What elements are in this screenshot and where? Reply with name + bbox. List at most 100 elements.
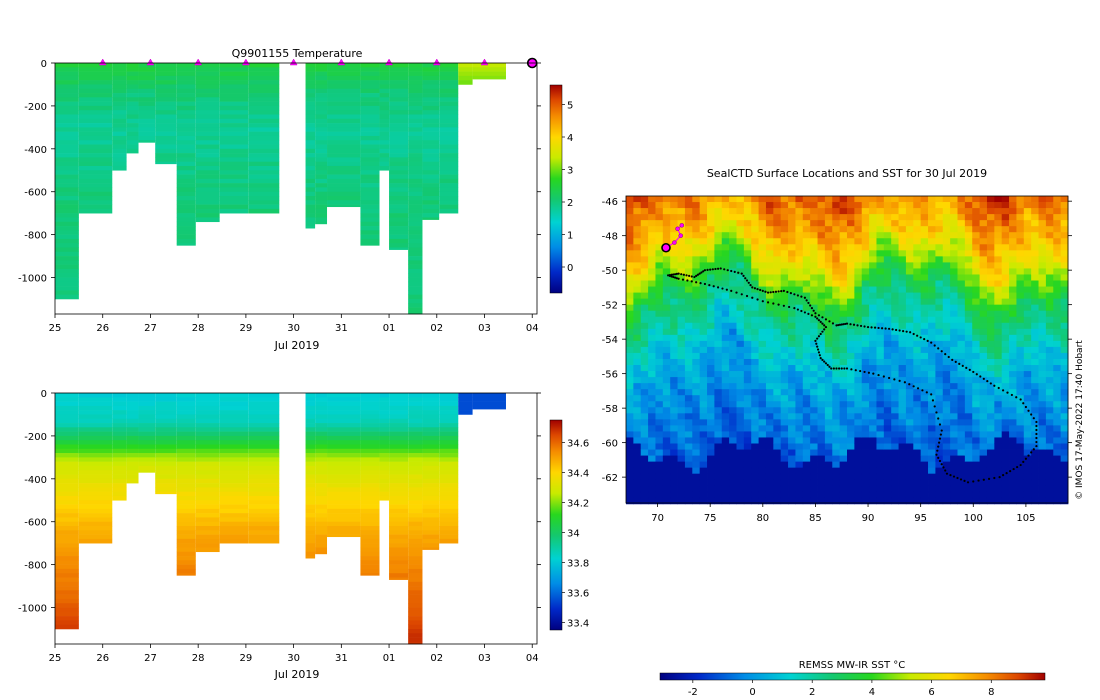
track-point [902,330,905,333]
sst-cell [640,304,649,312]
sst-cell [751,256,759,263]
sst-cell [957,280,966,287]
sst-cell [736,437,745,444]
sst-cell [986,455,995,463]
profile-cell [422,101,440,107]
sst-cell [1038,250,1047,257]
sst-cell [972,467,980,475]
colorbar-tick-label: 33.8 [567,559,589,570]
sst-cell [1038,244,1047,251]
sst-cell [986,497,995,505]
profile-cell [422,397,440,402]
sst-cell [758,286,767,293]
sst-cell [633,377,642,384]
sst-cell [729,220,737,227]
profile-cell [305,435,316,441]
sst-cell [979,401,988,408]
profile-cell [138,71,156,77]
profile-cell [408,517,423,523]
sst-cell [898,250,907,257]
sst-cell [788,497,796,505]
sst-cell [699,286,708,293]
track-point [895,328,898,332]
sst-cell [751,346,759,354]
profile-cell [408,294,423,300]
sst-cell [883,455,892,463]
sst-cell [876,316,885,324]
sst-cell [964,334,973,342]
sst-cell [832,286,841,293]
sst-cell [832,232,841,239]
sst-cell [677,383,686,390]
sst-cell [1023,401,1032,408]
profile-cell [422,483,440,488]
sst-cell [928,262,936,269]
sst-cell [905,352,914,360]
sst-cell [876,304,885,312]
track-point [997,386,1000,390]
profile-cell [78,427,113,432]
profile-cell [439,88,459,94]
sst-cell [788,365,796,372]
sst-cell [839,352,848,360]
sst-cell [832,292,841,300]
sst-cell [1009,346,1017,354]
sst-cell [707,455,715,463]
sst-cell [950,268,958,275]
sst-cell [935,214,944,221]
profile-cell [315,440,328,445]
sst-cell [854,358,863,366]
sst-cell [832,238,841,245]
profile-cell [315,71,328,77]
profile-cell [248,534,280,540]
track-point [1015,396,1018,399]
sst-cell [1016,214,1025,221]
sst-cell [920,425,929,432]
track-point [933,344,936,347]
profile-cell [176,196,196,201]
sst-cell [626,292,634,300]
sst-cell [913,202,922,209]
profile-cell [408,67,423,72]
sst-cell [869,244,877,251]
sst-cell [1045,383,1054,390]
sst-cell [832,328,841,336]
profile-cell [360,93,380,98]
sst-cell [861,352,870,360]
sst-cell [1031,232,1039,239]
track-point [954,360,957,363]
profile-cell [408,105,423,111]
sst-cell [684,262,693,269]
sst-cell [824,413,833,420]
sst-cell [905,461,914,469]
sst-cell [633,371,642,378]
sst-cell [883,256,892,263]
track-point [823,324,826,327]
sst-cell [729,389,737,396]
profile-cell [408,238,423,244]
sst-cell [810,328,818,336]
profile-cell [327,508,361,514]
sst-cell [640,286,649,293]
sst-cell [721,334,730,342]
profile-cell [112,110,127,115]
sst-cell [670,316,678,324]
sst-cell [1001,262,1010,269]
sst-cell [839,431,848,438]
sst-cell [648,425,656,432]
sst-cell [979,292,988,300]
sst-cell [721,238,730,245]
profile-cell [422,191,440,197]
sst-cell [736,491,745,499]
sst-cell [758,214,767,221]
sst-cell [942,419,951,426]
sst-cell [883,328,892,336]
x-axis: 25 26 27 28 29 30 31 01 02 03 04 [49,644,539,664]
sst-cell [957,202,966,209]
profile-cell [439,487,459,492]
sst-cell [979,389,988,396]
sst-cell [898,395,907,402]
sst-cell [883,389,892,396]
sst-cell [707,395,715,402]
profile-cell [78,97,113,102]
